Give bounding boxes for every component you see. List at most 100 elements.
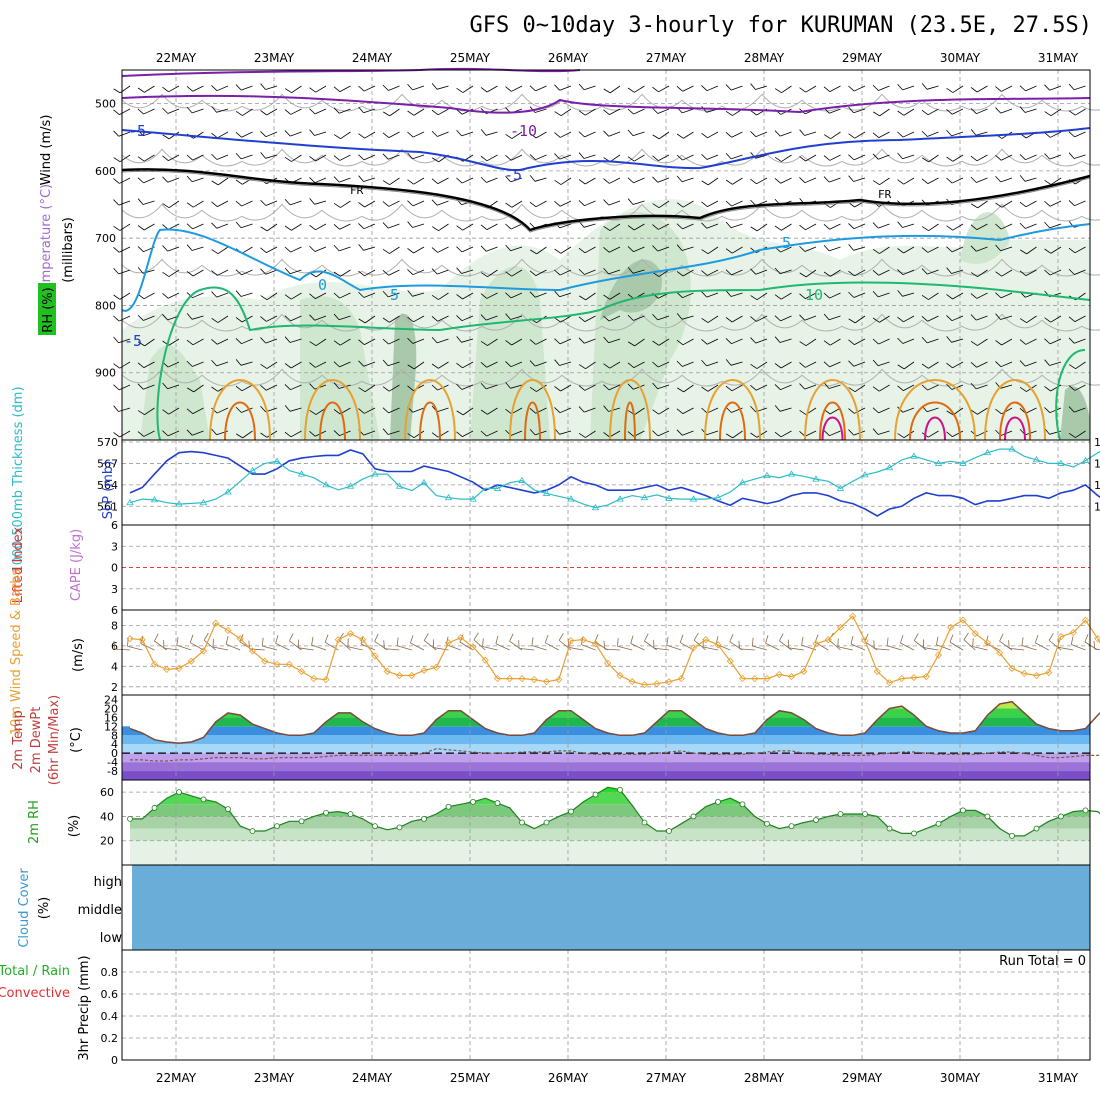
barb-shaft: [780, 177, 792, 184]
wind-barb: [823, 131, 841, 140]
barb-shaft: [339, 223, 351, 230]
barb-flag: [676, 429, 683, 436]
wind-barb: [407, 337, 425, 344]
barb-flag: [260, 316, 267, 322]
temp-contour-20: [999, 401, 1031, 441]
wind-barb: [676, 384, 694, 393]
rh2m-point: [788, 823, 795, 830]
barb-flag: [725, 248, 733, 254]
wind-barb: [970, 407, 988, 415]
rh-shading: [600, 259, 662, 320]
barb-flag: [284, 267, 291, 274]
barb-flag: [382, 338, 389, 345]
wind-barb: [186, 384, 204, 393]
thickness-point: [297, 470, 306, 477]
barb-shaft: [242, 246, 253, 254]
barb-shaft: [617, 645, 633, 651]
wind-barb: [431, 246, 449, 253]
barb-shaft: [364, 200, 376, 208]
wind-barb: [676, 292, 694, 299]
wind10-point: [959, 616, 967, 624]
wind-barb: [946, 430, 964, 437]
barb-shaft: [486, 85, 498, 93]
barb-flag: [1019, 154, 1026, 160]
day-label-top: 31MAY: [1038, 51, 1079, 65]
barb-flag: [725, 221, 732, 228]
barb-shaft: [878, 338, 890, 345]
barb-shaft: [1075, 430, 1086, 438]
barb-flag: [358, 175, 364, 182]
barb-flag: [799, 293, 806, 299]
barb-flag: [333, 107, 340, 114]
wind-barb: [872, 222, 890, 229]
barb-shaft: [653, 647, 670, 651]
barb-flag: [260, 268, 267, 275]
barb-shaft: [314, 246, 327, 252]
barb-flag: [311, 636, 314, 646]
barb-flag: [554, 200, 561, 207]
wind-barb: [578, 337, 596, 344]
wind-barb: [897, 152, 915, 160]
barb-shaft: [608, 384, 621, 391]
wind-barb: [333, 244, 351, 252]
barb-shaft: [339, 154, 351, 161]
barb-flag: [823, 134, 831, 140]
barb-shaft: [176, 644, 192, 651]
barb-flag: [162, 409, 169, 415]
barb-flag: [603, 178, 610, 184]
wind-barb: [1068, 83, 1086, 91]
barb-shaft: [340, 131, 351, 140]
thickness-point: [199, 498, 208, 506]
barb-flag: [211, 428, 217, 435]
barb-flag: [431, 178, 439, 184]
wind10-point: [677, 675, 685, 683]
wind10-point: [150, 660, 159, 668]
wind-barb: [578, 83, 596, 91]
wind10-point: [322, 676, 330, 684]
barb-flag: [260, 152, 266, 159]
wind-barb: [554, 84, 572, 91]
rh-band: [130, 828, 1090, 841]
wind-barb: [652, 107, 670, 114]
wind-barb: [1019, 246, 1037, 255]
barb-flag: [333, 292, 340, 299]
barb-shaft: [756, 292, 768, 301]
barb-shaft: [290, 246, 302, 253]
wind-barb: [554, 246, 572, 254]
barb-shaft: [168, 269, 180, 277]
barb-shaft: [436, 85, 449, 90]
barb-shaft: [118, 384, 131, 391]
precip-tick-label: 0.4: [101, 1010, 119, 1023]
barb-flag: [970, 203, 978, 209]
barb-shaft: [536, 246, 547, 255]
wind10-barb: [154, 633, 167, 651]
barb-flag: [358, 387, 366, 393]
day-label-bottom: 23MAY: [254, 1071, 295, 1085]
slp-tick-label: 1032: [1094, 436, 1100, 449]
wind10-frame: [121, 609, 1091, 696]
barb-shaft: [1000, 361, 1013, 368]
barb-flag: [137, 383, 144, 390]
barb-shaft: [193, 131, 204, 139]
wind-barb: [480, 269, 498, 278]
wind-barb: [701, 315, 719, 323]
barb-flag: [823, 244, 830, 252]
wind-barb: [603, 85, 621, 94]
wind10-point: [212, 619, 220, 627]
barb-flag: [676, 271, 684, 277]
barb-shaft: [192, 223, 204, 230]
barb-flag: [921, 336, 928, 344]
wind10-point: [481, 656, 489, 664]
wind-barb: [603, 223, 621, 231]
barb-flag: [211, 291, 218, 298]
barb-flag: [578, 268, 585, 275]
wind-barb: [456, 383, 474, 390]
barb-flag: [358, 318, 366, 324]
barb-shaft: [658, 338, 670, 346]
barb-shaft: [951, 246, 964, 253]
wind-barb: [382, 338, 400, 345]
barb-flag: [289, 633, 294, 641]
barb-shaft: [437, 315, 449, 322]
rh2m-point: [837, 811, 844, 817]
barb-flag: [480, 430, 487, 437]
